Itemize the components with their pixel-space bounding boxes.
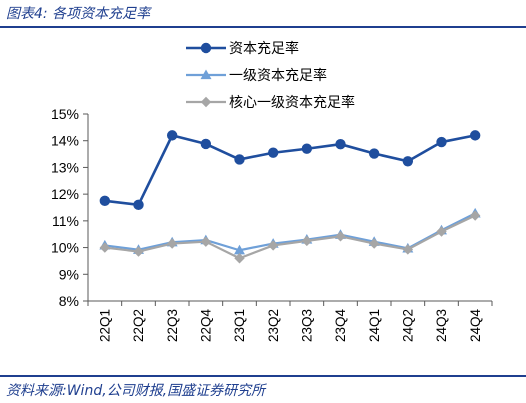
legend-label: 核心一级资本充足率 [229,94,355,111]
x-tick-label: 24Q4 [468,309,483,343]
data-point [335,231,346,242]
x-tick-label: 22Q3 [165,309,180,342]
data-point [469,210,481,221]
x-tick-label: 22Q1 [98,309,113,342]
data-point [99,242,111,253]
chart-series [99,130,481,264]
legend-label: 一级资本充足率 [229,67,327,84]
data-point [368,238,380,249]
data-point [133,199,144,211]
source-note: 资料来源:Wind,公司财报,国盛证券研究所 [6,383,266,399]
data-point [267,147,279,158]
data-point [166,130,178,141]
y-tick-label: 11% [52,213,79,229]
data-point [99,195,111,207]
y-tick-label: 13% [51,159,79,175]
x-tick-label: 22Q4 [199,309,214,343]
x-tick-label: 24Q3 [434,309,449,342]
legend-marker [200,69,212,80]
data-point [200,236,212,247]
data-point [267,240,279,251]
y-tick-label: 15% [51,106,79,122]
legend-marker [200,42,212,54]
y-tick-label: 9% [59,266,79,282]
y-tick-label: 14% [51,133,79,149]
data-point [402,244,414,255]
title-divider [0,26,526,28]
data-point [301,235,313,247]
legend-label: 资本充足率 [229,40,299,57]
series-line [104,134,476,207]
source-divider [0,375,526,377]
y-tick-label: 8% [59,293,79,309]
y-tick-label: 12% [51,186,79,202]
data-point [301,143,313,154]
x-tick-label: 24Q1 [367,309,382,342]
series-1 [99,130,481,211]
data-point [436,136,447,148]
data-point [368,148,380,159]
series-3 [99,210,481,264]
data-point [200,138,212,150]
data-point [234,253,245,264]
data-point [469,130,481,141]
data-point [436,226,447,237]
figure-title: 图表4: 各项资本充足率 [6,6,151,22]
x-tick-label: 23Q1 [232,309,247,342]
x-tick-label: 23Q2 [266,309,281,342]
data-point [335,138,346,150]
data-point [166,238,178,249]
y-tick-label: 10% [51,240,79,256]
data-point [133,246,144,257]
x-tick-label: 22Q2 [131,309,146,342]
data-point [234,244,245,255]
data-point [402,156,414,167]
series-line [104,214,476,260]
legend-marker [200,96,212,108]
x-tick-label: 23Q4 [333,309,348,343]
x-tick-label: 23Q3 [300,309,315,342]
series-line [104,212,476,252]
data-point [234,154,245,165]
chart-axes: 8% 9% 10% 11% 12% 13% 14% 15% 22Q1 22Q2 22Q3 22Q4 23… [51,106,493,343]
x-tick-label: 24Q2 [401,309,416,342]
